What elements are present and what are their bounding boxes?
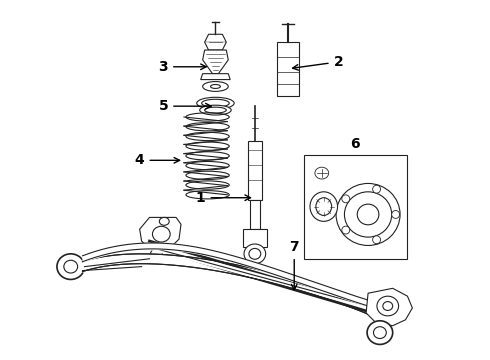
Ellipse shape — [57, 254, 84, 279]
Ellipse shape — [244, 244, 266, 264]
Ellipse shape — [383, 302, 392, 310]
Bar — [250, 200, 260, 229]
Ellipse shape — [357, 204, 379, 225]
Ellipse shape — [367, 321, 392, 345]
Ellipse shape — [205, 107, 226, 113]
Ellipse shape — [159, 217, 169, 225]
Bar — [304, 156, 408, 259]
Ellipse shape — [64, 260, 77, 273]
Text: 1: 1 — [196, 191, 250, 205]
Ellipse shape — [336, 184, 400, 246]
Text: 4: 4 — [135, 153, 180, 167]
Polygon shape — [203, 50, 228, 74]
Ellipse shape — [373, 327, 386, 338]
Ellipse shape — [200, 105, 231, 115]
Ellipse shape — [152, 226, 170, 242]
Polygon shape — [201, 74, 230, 80]
Text: 2: 2 — [293, 55, 343, 70]
Polygon shape — [140, 217, 181, 251]
Polygon shape — [366, 288, 413, 326]
Ellipse shape — [342, 195, 350, 203]
Ellipse shape — [310, 192, 338, 221]
Text: 5: 5 — [158, 99, 211, 113]
Bar — [277, 42, 299, 96]
Bar — [243, 229, 267, 247]
Ellipse shape — [344, 192, 392, 237]
Text: 7: 7 — [290, 240, 299, 290]
Ellipse shape — [197, 97, 234, 109]
Ellipse shape — [211, 85, 220, 89]
Ellipse shape — [203, 82, 228, 91]
Ellipse shape — [249, 248, 261, 259]
Ellipse shape — [377, 296, 398, 316]
Ellipse shape — [315, 167, 329, 179]
Ellipse shape — [150, 249, 162, 259]
Ellipse shape — [316, 198, 332, 215]
Ellipse shape — [373, 236, 381, 244]
Ellipse shape — [373, 185, 381, 193]
Text: 3: 3 — [158, 60, 206, 74]
Bar — [248, 141, 262, 200]
Text: 6: 6 — [350, 136, 360, 150]
Ellipse shape — [342, 226, 350, 234]
Polygon shape — [205, 34, 226, 50]
Ellipse shape — [202, 99, 229, 107]
Ellipse shape — [392, 211, 399, 219]
